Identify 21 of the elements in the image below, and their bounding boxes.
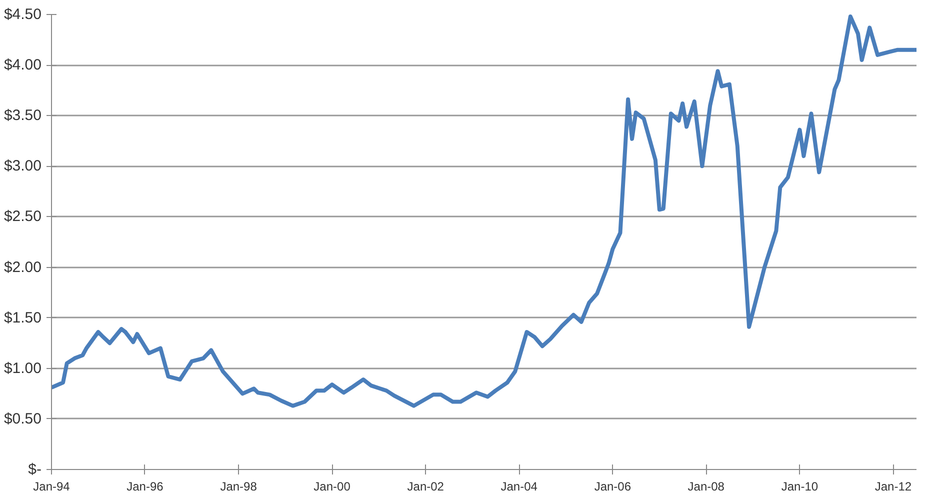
x-tick-label: Jan-98 — [220, 480, 258, 494]
y-tick-label: $2.50 — [4, 208, 42, 226]
y-tick-label: $4.50 — [4, 6, 42, 23]
y-tick-label: $1.50 — [4, 309, 42, 326]
x-tick-label: Jan-96 — [126, 480, 164, 494]
x-tick-label: Jan-06 — [594, 480, 632, 494]
x-tick-label: Jan-02 — [407, 480, 444, 494]
y-tick-label: $- — [28, 461, 42, 478]
x-tick-label: Jan-94 — [33, 480, 70, 494]
x-tick-label: Jan-00 — [314, 480, 351, 494]
x-tick-label: Jan-08 — [688, 480, 725, 494]
x-tick-label: Jan-10 — [781, 480, 818, 494]
x-tick-label: Jan-04 — [500, 480, 538, 494]
y-tick-label: $1.00 — [4, 360, 42, 377]
y-tick-label: $3.50 — [4, 107, 42, 124]
x-tick-label: Jan-12 — [874, 480, 912, 494]
line-series — [52, 14, 916, 408]
y-tick-label: $3.00 — [4, 158, 42, 175]
y-tick-label: $4.00 — [4, 56, 42, 74]
y-tick-label: $0.50 — [4, 410, 42, 428]
y-tick-label: $2.00 — [4, 258, 42, 276]
